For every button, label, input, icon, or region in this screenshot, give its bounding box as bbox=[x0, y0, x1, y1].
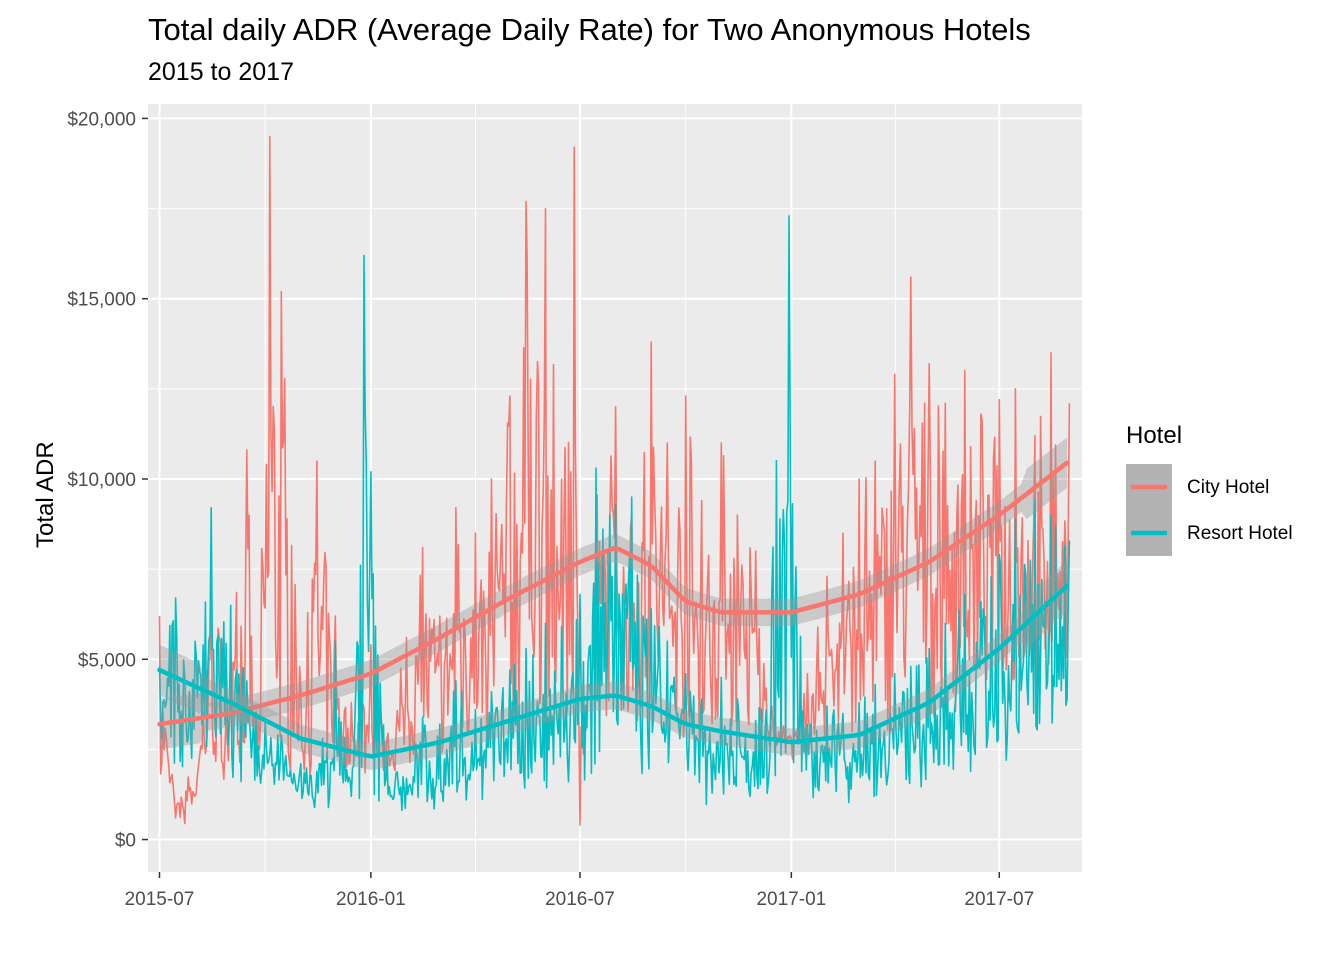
series-line-resort-hotel bbox=[158, 215, 1071, 812]
x-tick-label: 2017-01 bbox=[756, 889, 826, 910]
smooth-line-resort-hotel bbox=[157, 583, 1070, 759]
y-tick-label: $15,000 bbox=[67, 290, 136, 311]
legend-label-city-hotel: City Hotel bbox=[1187, 477, 1270, 498]
smooth-lines bbox=[157, 437, 1070, 771]
x-tick-label: 2015-07 bbox=[125, 889, 195, 910]
confidence-band-city-hotel bbox=[159, 437, 1068, 750]
smooth-line-city-hotel bbox=[157, 460, 1070, 727]
x-tick-label: 2017-07 bbox=[964, 889, 1034, 910]
legend-label-resort-hotel: Resort Hotel bbox=[1187, 523, 1293, 544]
legend-title: Hotel bbox=[1126, 422, 1183, 449]
y-tick-label: $10,000 bbox=[67, 470, 136, 491]
series-line-city-hotel bbox=[158, 135, 1071, 826]
axes: $0 $5,000 $10,000 $15,000 $20,000 2015-07 2016… bbox=[67, 109, 1034, 910]
chart-subtitle: 2015 to 2017 bbox=[148, 58, 294, 86]
x-tick-label: 2016-01 bbox=[336, 889, 406, 910]
y-tick-label: $5,000 bbox=[78, 650, 136, 671]
x-tick-label: 2016-07 bbox=[545, 889, 615, 910]
major-gridlines bbox=[148, 104, 1082, 872]
series-lines bbox=[158, 135, 1071, 826]
legend-keys bbox=[1126, 464, 1172, 556]
y-tick-label: $20,000 bbox=[67, 109, 136, 130]
chart-title: Total daily ADR (Average Daily Rate) for… bbox=[148, 12, 1031, 47]
y-tick-label: $0 bbox=[115, 831, 136, 852]
